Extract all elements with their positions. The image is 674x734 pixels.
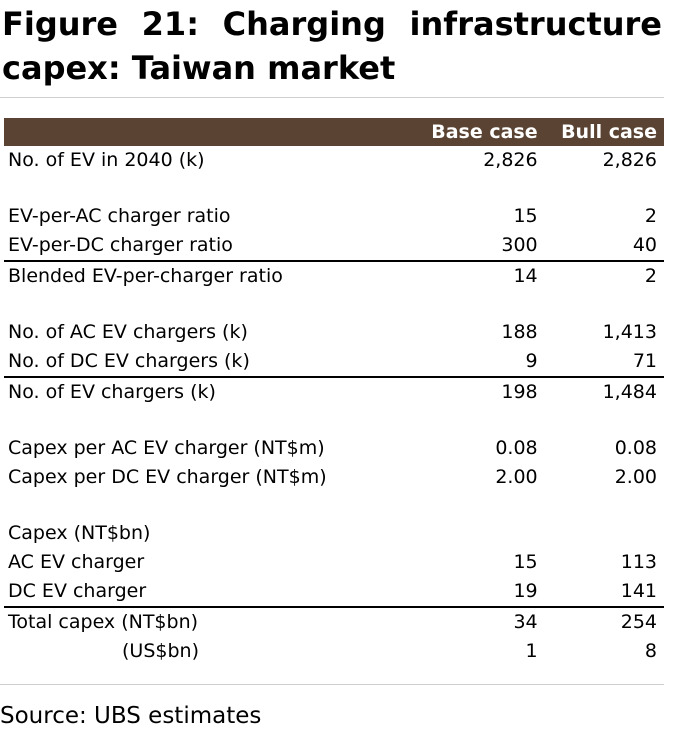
base-case-value: 14	[427, 260, 545, 291]
base-case-value: 19	[513, 580, 538, 602]
bull-case-value	[545, 519, 664, 548]
row-label: Capex per AC EV charger (NT$m)	[8, 437, 325, 459]
table-row-subtotal: No. of EV chargers (k) 198 1,484	[4, 376, 664, 407]
table-row: No. of EV in 2040 (k) 2,826 2,826	[4, 146, 664, 175]
table-header-row: Base case Bull case	[4, 118, 664, 146]
base-case-value: 9	[525, 350, 538, 372]
table-row-section-heading: Capex (NT$bn)	[4, 519, 664, 548]
bull-case-value: 2	[644, 205, 657, 227]
row-label: AC EV charger	[8, 551, 145, 573]
base-case-value: 2.00	[495, 466, 538, 488]
bull-case-value: 113	[620, 551, 657, 573]
row-label: EV-per-DC charger ratio	[8, 234, 233, 256]
row-label: Capex (NT$bn)	[8, 522, 151, 544]
base-case-value: 15	[513, 551, 538, 573]
row-label: (US$bn)	[122, 640, 199, 662]
base-case-value: 1	[525, 640, 538, 662]
capex-table: Base case Bull case No. of EV in 2040 (k…	[4, 118, 664, 666]
bull-case-value: 2.00	[614, 466, 657, 488]
bull-case-value: 8	[644, 640, 657, 662]
table-row: EV-per-AC charger ratio 15 2	[4, 202, 664, 231]
base-case-value	[427, 519, 544, 548]
base-case-value: 0.08	[495, 437, 538, 459]
table-row-total: Total capex (NT$bn) 34 254	[4, 606, 664, 637]
bull-case-value: 40	[632, 234, 657, 256]
bull-case-value: 1,484	[544, 376, 664, 407]
bull-case-value: 0.08	[614, 437, 657, 459]
row-label: No. of AC EV chargers (k)	[8, 321, 248, 343]
base-case-value: 198	[427, 376, 545, 407]
table-row: EV-per-DC charger ratio 300 40	[4, 231, 664, 261]
bull-case-value: 71	[632, 350, 657, 372]
bull-case-value: 2	[544, 260, 664, 291]
base-case-value: 15	[513, 205, 538, 227]
table-row-subtotal: Blended EV-per-charger ratio 14 2	[4, 260, 664, 291]
table-row: No. of DC EV chargers (k) 9 71	[4, 347, 664, 377]
base-case-value: 2,826	[483, 149, 538, 171]
column-header-base-case: Base case	[431, 121, 538, 143]
bull-case-value: 2,826	[602, 149, 657, 171]
spacer-row	[4, 492, 664, 519]
bull-case-value: 1,413	[602, 321, 657, 343]
base-case-value: 188	[501, 321, 538, 343]
spacer-row	[4, 175, 664, 202]
row-label: DC EV charger	[8, 580, 147, 602]
row-label: Capex per DC EV charger (NT$m)	[8, 466, 327, 488]
column-header-bull-case: Bull case	[561, 121, 657, 143]
base-case-value: 300	[501, 234, 538, 256]
row-label: No. of DC EV chargers (k)	[8, 350, 250, 372]
row-label: No. of EV in 2040 (k)	[8, 149, 205, 171]
column-header-label	[4, 118, 427, 146]
bull-case-value: 141	[620, 580, 657, 602]
row-label: Blended EV-per-charger ratio	[4, 260, 428, 291]
table-row: Capex per DC EV charger (NT$m) 2.00 2.00	[4, 463, 664, 492]
bull-case-value: 254	[544, 606, 664, 637]
row-label: Total capex (NT$bn)	[4, 606, 428, 637]
table-row: No. of AC EV chargers (k) 188 1,413	[4, 318, 664, 347]
table-row: DC EV charger 19 141	[4, 577, 664, 607]
base-case-value: 34	[427, 606, 545, 637]
footer-divider	[0, 684, 664, 685]
source-note: Source: UBS estimates	[0, 703, 262, 729]
spacer-row	[4, 407, 664, 434]
table-row: Capex per AC EV charger (NT$m) 0.08 0.08	[4, 434, 664, 463]
title-divider	[0, 97, 664, 98]
row-label: No. of EV chargers (k)	[4, 376, 428, 407]
row-label: EV-per-AC charger ratio	[8, 205, 231, 227]
figure-title: Figure 21: Charging infrastructure capex…	[2, 5, 662, 87]
spacer-row	[4, 291, 664, 318]
table-row: AC EV charger 15 113	[4, 548, 664, 577]
table-row: (US$bn) 1 8	[4, 637, 664, 666]
